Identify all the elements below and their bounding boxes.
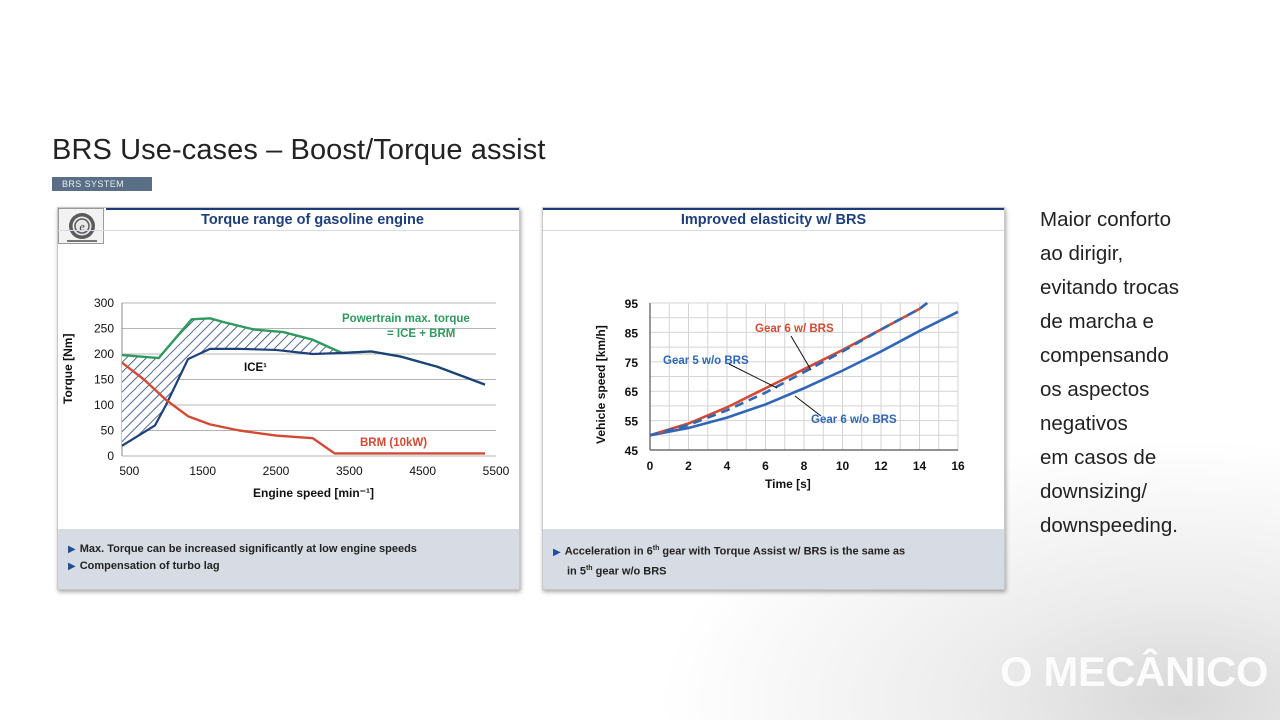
- powertrain-label-1: Powertrain max. torque: [342, 313, 470, 325]
- x-tick-label: 4: [724, 459, 731, 473]
- callout-line: [790, 335, 812, 371]
- y-tick-label: 300: [94, 296, 114, 310]
- ice-label: ICE¹: [244, 362, 267, 374]
- elasticity-notes: ▶ Acceleration in 6th gear with Torque As…: [543, 529, 1004, 589]
- side-line: downspeeding.: [1040, 514, 1178, 537]
- brm-torque-line: [121, 361, 485, 455]
- side-line: negativos: [1040, 412, 1128, 435]
- y-tick-label: 55: [625, 415, 639, 429]
- header-rule: [58, 230, 519, 231]
- side-line: Maior conforto: [1040, 208, 1172, 231]
- side-line: downsizing/: [1040, 480, 1148, 503]
- side-line: os aspectos: [1040, 378, 1150, 401]
- speed-ylabel: Vehicle speed [km/h]: [594, 325, 608, 444]
- y-tick-label: 200: [94, 347, 114, 361]
- side-line: ao dirigir,: [1040, 242, 1124, 265]
- y-tick-label: 150: [94, 373, 114, 387]
- x-tick-label: 12: [874, 459, 888, 473]
- gear6-nobrs-label: Gear 6 w/o BRS: [811, 414, 897, 426]
- x-tick-label: 16: [951, 459, 965, 473]
- x-tick-label: 2500: [263, 464, 290, 478]
- ice-torque-line: [121, 347, 486, 447]
- note-sup: th: [585, 564, 593, 572]
- x-tick-label: 500: [119, 464, 139, 478]
- y-tick-label: 0: [107, 449, 114, 463]
- boost-area: [122, 318, 485, 446]
- bullet-triangle-icon: ▶: [68, 544, 76, 555]
- brand-watermark: O MECÂNICO: [1000, 648, 1269, 695]
- y-tick-label: 100: [94, 398, 114, 412]
- speed-chart: 45 55 65 75 85 95 0 2 4 6 8 10 12 14 16 Vehicle speed …: [589, 294, 969, 492]
- callout-arrows: [728, 335, 822, 417]
- x-tick-label: 10: [836, 459, 850, 473]
- torque-chart: 0 50 100 150 200 250 300 500 1500 2500 3500 4500 550…: [61, 296, 510, 500]
- side-line: evitando trocas: [1040, 276, 1180, 299]
- torque-xlabel: Engine speed [min⁻¹]: [253, 486, 374, 500]
- callout-line: [794, 395, 822, 417]
- gear6-brs-line: [649, 301, 928, 437]
- torque-notes: ▶ Max. Torque can be increased significan…: [58, 529, 519, 589]
- note-text: Max. Torque can be increased significant…: [79, 543, 417, 555]
- note-text-pre: in 5: [567, 565, 586, 578]
- slide-title: BRS Use-cases – Boost/Torque assist: [52, 134, 546, 166]
- side-description: Maior conforto ao dirigir, evitando troc…: [1040, 203, 1270, 543]
- note-sup: th: [652, 545, 660, 552]
- y-tick-label: 95: [625, 297, 639, 311]
- gear5-nobrs-line: [649, 301, 928, 437]
- x-tick-label: 14: [913, 459, 927, 473]
- bullet-triangle-icon: ▶: [68, 561, 76, 572]
- note-item: in 5th gear w/o BRS: [553, 561, 994, 580]
- torque-panel: e Torque range of gasoline engine 0 50 100…: [57, 207, 520, 590]
- note-text-post: gear with Torque Assist w/ BRS is the sa…: [659, 545, 906, 558]
- speed-grid: [649, 302, 959, 451]
- torque-ylabel: Torque [Nm]: [61, 334, 75, 404]
- powertrain-label-2: = ICE + BRM: [387, 328, 455, 340]
- x-tick-label: 2: [685, 459, 692, 473]
- callout-line: [728, 363, 778, 389]
- plot-frame: [589, 294, 969, 492]
- note-text: Compensation of turbo lag: [79, 560, 220, 572]
- y-tick-label: 65: [625, 385, 639, 399]
- x-tick-label: 8: [801, 459, 808, 473]
- note-item: ▶ Acceleration in 6th gear with Torque As…: [553, 541, 994, 561]
- gear6-nobrs-line: [649, 310, 959, 437]
- x-tick-label: 0: [647, 459, 654, 473]
- note-item: ▶ Compensation of turbo lag: [68, 558, 509, 575]
- y-tick-label: 50: [101, 424, 115, 438]
- note-text-post: gear w/o BRS: [592, 565, 667, 578]
- x-tick-label: 1500: [189, 464, 216, 478]
- elasticity-panel-header: Improved elasticity w/ BRS: [543, 208, 1004, 230]
- bullet-triangle-icon: ▶: [553, 546, 561, 558]
- svg-text:e: e: [79, 220, 85, 234]
- gear6-brs-label: Gear 6 w/ BRS: [755, 323, 834, 335]
- x-tick-label: 6: [762, 459, 769, 473]
- y-tick-label: 85: [625, 326, 639, 340]
- gear5-label: Gear 5 w/o BRS: [663, 355, 749, 367]
- section-tag: BRS SYSTEM: [52, 177, 152, 191]
- y-tick-label: 45: [625, 444, 639, 458]
- note-text-pre: Acceleration in 6: [564, 545, 653, 558]
- side-line: compensando: [1040, 344, 1169, 367]
- x-tick-label: 4500: [409, 464, 436, 478]
- elasticity-panel: Improved elasticity w/ BRS 45 55 65 75 85 95 0…: [542, 207, 1005, 590]
- header-rule: [543, 230, 1004, 231]
- side-line: em casos de: [1040, 446, 1157, 469]
- side-line: de marcha e: [1040, 310, 1154, 333]
- y-tick-label: 250: [94, 322, 114, 336]
- torque-panel-header: Torque range of gasoline engine: [106, 208, 519, 230]
- note-item: ▶ Max. Torque can be increased significan…: [68, 541, 509, 558]
- y-tick-label: 75: [625, 356, 639, 370]
- brm-label: BRM (10kW): [360, 437, 427, 449]
- x-tick-label: 3500: [336, 464, 363, 478]
- x-tick-label: 5500: [483, 464, 510, 478]
- speed-xlabel: Time [s]: [765, 477, 811, 491]
